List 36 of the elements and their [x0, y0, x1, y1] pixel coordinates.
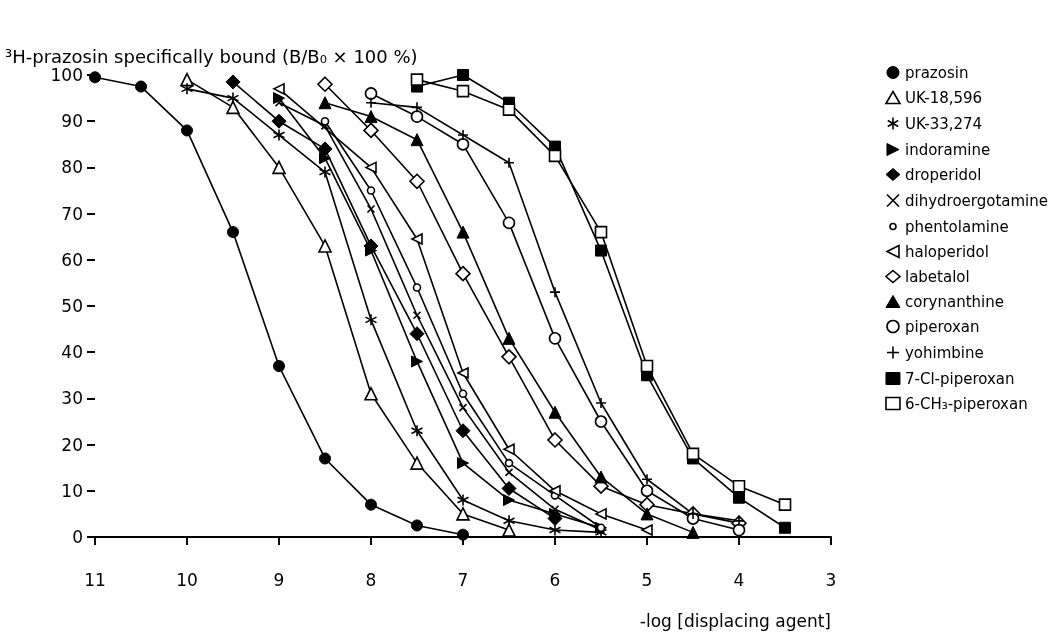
x-tick-label: 3 [825, 569, 837, 590]
legend-label: haloperidol [904, 242, 989, 261]
x-tick-label: 10 [176, 569, 198, 590]
y-tick-label: 0 [72, 527, 83, 547]
y-tick-label: 80 [61, 157, 83, 178]
legend-label: UK-33,274 [904, 114, 983, 133]
legend-label: phentolamine [904, 217, 1009, 236]
y-tick-label: 40 [61, 342, 83, 363]
x-tick-label: 6 [549, 569, 561, 590]
x-tick-label: 8 [365, 569, 377, 590]
y-tick-label: 100 [50, 65, 83, 85]
y-tick-label: 10 [61, 480, 83, 501]
y-tick-label: 70 [61, 203, 83, 224]
legend-label: piperoxan [904, 317, 980, 336]
x-tick-label: 7 [457, 569, 469, 590]
y-tick-label: 30 [61, 388, 83, 409]
legend-label: 7-Cl-piperoxan [904, 369, 1015, 388]
legend-label: dihydroergotamine [904, 191, 1048, 210]
legend-label: corynanthine [904, 292, 1004, 311]
x-tick-label: 4 [733, 569, 745, 590]
x-axis-title: -log [displacing agent] [639, 610, 831, 631]
legend-label: prazosin [904, 63, 969, 82]
legend-label: yohimbine [904, 343, 984, 362]
y-axis-title: ³H-prazosin specifically bound (B/B₀ × 100 %) [5, 45, 418, 67]
y-tick-label: 60 [61, 249, 83, 270]
y-tick-label: 20 [61, 434, 83, 455]
legend-label: 6-CH₃-piperoxan [904, 394, 1028, 413]
legend-label: labetalol [904, 267, 970, 286]
legend-label: droperidol [904, 165, 982, 184]
y-tick-label: 50 [61, 296, 83, 316]
y-tick-label: 90 [61, 111, 83, 132]
x-tick-label: 5 [641, 569, 653, 590]
legend-label: UK-18,596 [904, 88, 983, 107]
x-tick-label: 9 [273, 569, 285, 590]
x-tick-label: 11 [84, 569, 106, 590]
legend-label: indoramine [904, 140, 991, 159]
